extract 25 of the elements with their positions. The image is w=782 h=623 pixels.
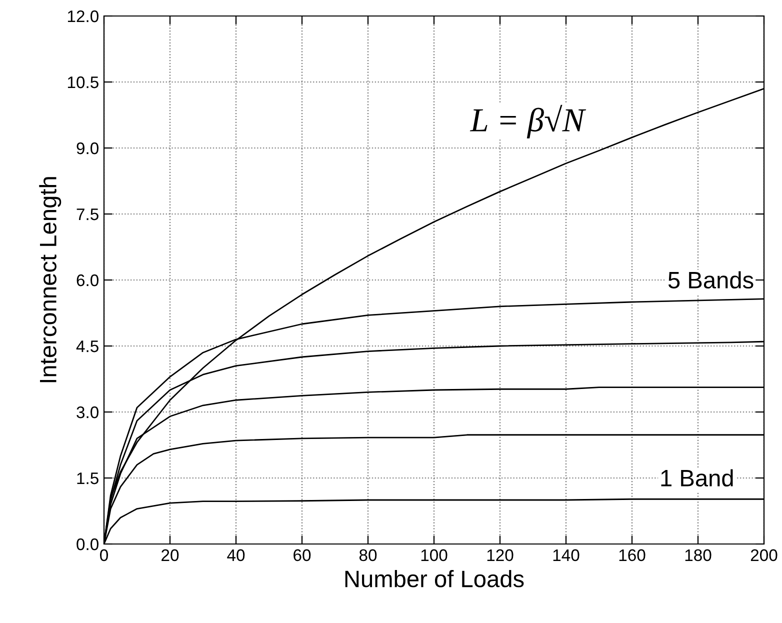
x-tick-label: 200: [750, 549, 778, 562]
x-tick-label: 100: [421, 549, 448, 562]
x-tick-label: 40: [227, 549, 245, 562]
y-tick-label: 4.5: [76, 340, 98, 352]
x-tick-label: 20: [162, 549, 179, 562]
x-tick-label: 160: [619, 549, 646, 562]
annotation: 5 Bands: [668, 271, 754, 289]
x-tick-label: 80: [359, 549, 377, 562]
x-axis-title: Number of Loads: [345, 570, 524, 588]
x-tick-label: 60: [294, 549, 311, 562]
x-tick-label: 140: [553, 549, 580, 562]
y-tick-label: 12.0: [68, 10, 98, 22]
y-tick-label: 10.5: [68, 76, 98, 88]
x-tick-label: 120: [487, 549, 514, 562]
x-tick-label: 0: [100, 549, 108, 562]
y-tick-label: 9.0: [76, 142, 98, 154]
y-tick-label: 7.5: [76, 208, 98, 220]
annotation: 1 Band: [661, 469, 733, 487]
annotation: L = β√N: [470, 104, 586, 138]
y-tick-label: 0.0: [76, 538, 98, 550]
y-tick-label: 1.5: [77, 472, 98, 484]
y-tick-label: 6.0: [76, 274, 98, 286]
x-tick-label: 180: [685, 549, 712, 562]
y-axis-title: Interconnect Length: [39, 177, 62, 382]
y-tick-label: 3.0: [76, 406, 98, 418]
